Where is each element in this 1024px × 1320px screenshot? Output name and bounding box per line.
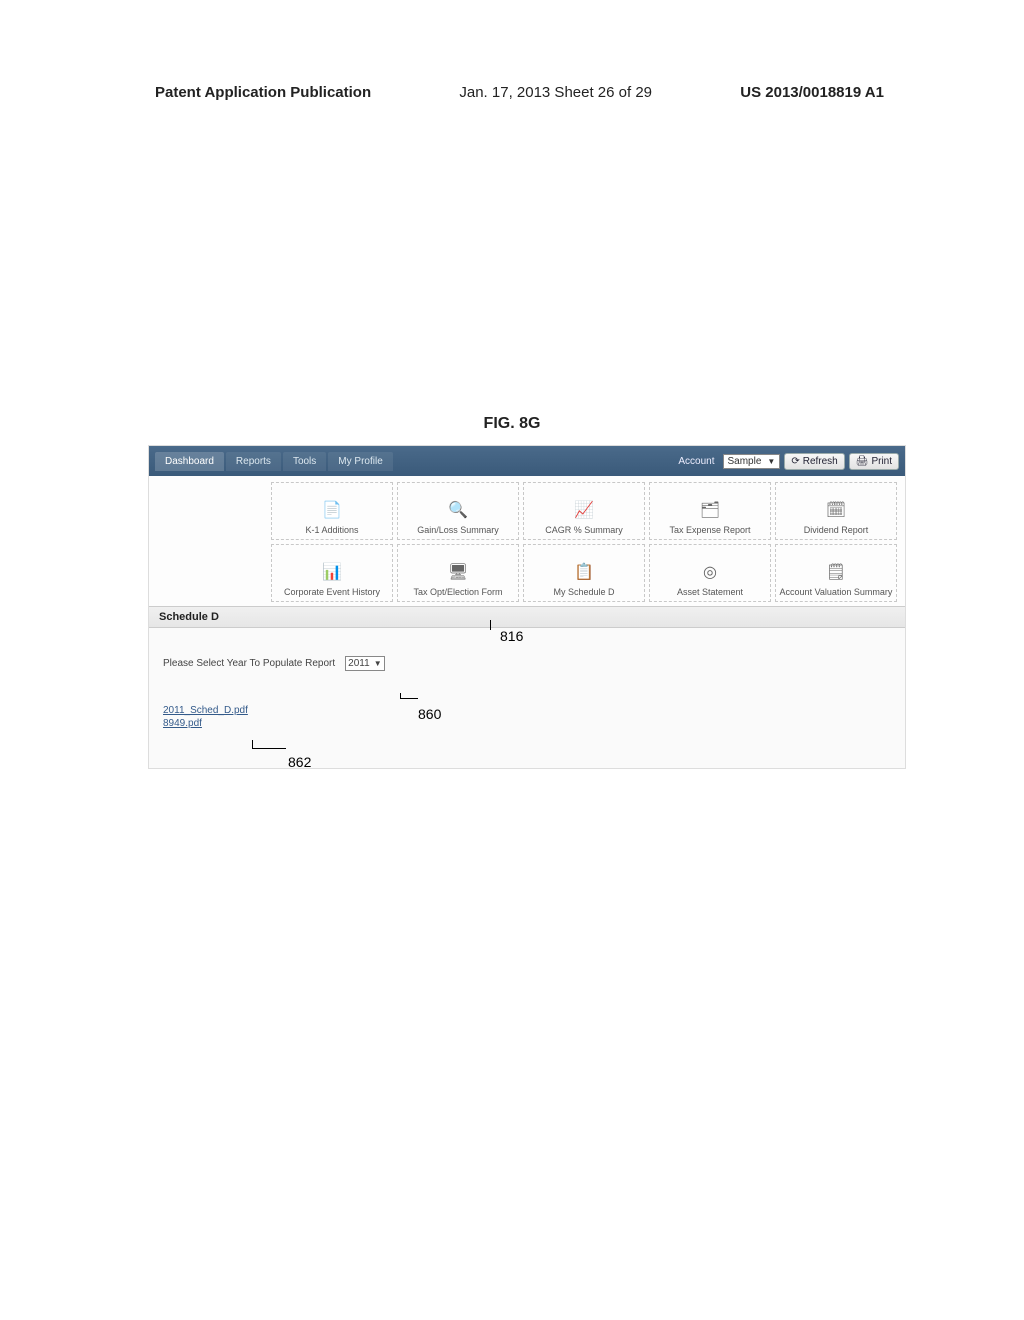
- tile-dividend-report[interactable]: 🗓 Dividend Report: [775, 482, 897, 540]
- account-select[interactable]: Sample ▼: [723, 454, 781, 469]
- tile-label: K-1 Additions: [305, 525, 358, 535]
- pub-label: Patent Application Publication: [155, 84, 371, 101]
- schedule-d-panel: Please Select Year To Populate Report 20…: [149, 628, 905, 768]
- callout-line: [400, 698, 418, 699]
- generated-file-links: 2011_Sched_D.pdf 8949.pdf: [163, 705, 891, 730]
- date-sheet: Jan. 17, 2013 Sheet 26 of 29: [459, 84, 652, 101]
- tile-corporate-event[interactable]: 📊 Corporate Event History: [271, 544, 393, 602]
- refresh-button[interactable]: ⟳ Refresh: [784, 453, 844, 470]
- file-link-sched-d[interactable]: 2011_Sched_D.pdf: [163, 705, 891, 718]
- chart-icon: 📈: [571, 499, 597, 521]
- tile-label: My Schedule D: [553, 587, 614, 597]
- tab-tools[interactable]: Tools: [283, 452, 326, 471]
- file-link-8949[interactable]: 8949.pdf: [163, 718, 891, 731]
- refresh-button-label: Refresh: [803, 456, 838, 467]
- callout-line: [252, 748, 286, 749]
- tile-my-schedule-d[interactable]: 📋 My Schedule D: [523, 544, 645, 602]
- tile-label: Corporate Event History: [284, 587, 380, 597]
- tile-label: Dividend Report: [804, 525, 869, 535]
- folder-icon: 🗂: [697, 499, 723, 521]
- callout-860: 860: [418, 706, 441, 722]
- form-icon: 🖥: [445, 561, 471, 583]
- document-icon: 📄: [319, 499, 345, 521]
- callout-816: 816: [500, 628, 523, 644]
- tile-tax-expense[interactable]: 🗂 Tax Expense Report: [649, 482, 771, 540]
- app-window: Dashboard Reports Tools My Profile Accou…: [148, 445, 906, 769]
- grid-spacer: [157, 544, 267, 602]
- tile-label: Tax Opt/Election Form: [413, 587, 502, 597]
- bar-chart-icon: 📊: [319, 561, 345, 583]
- tile-gain-loss[interactable]: 🔍 Gain/Loss Summary: [397, 482, 519, 540]
- year-prompt-label: Please Select Year To Populate Report: [163, 658, 335, 669]
- tab-dashboard[interactable]: Dashboard: [155, 452, 224, 471]
- print-button[interactable]: 🖨 Print: [849, 453, 899, 470]
- tile-label: Account Valuation Summary: [780, 587, 893, 597]
- section-title: Schedule D: [159, 611, 219, 623]
- grid-spacer: [157, 482, 267, 540]
- list-icon: 🗒: [823, 561, 849, 583]
- tile-account-valuation[interactable]: 🗒 Account Valuation Summary: [775, 544, 897, 602]
- section-header: Schedule D: [149, 606, 905, 628]
- calendar-icon: 🗓: [823, 499, 849, 521]
- chevron-down-icon: ▼: [767, 457, 775, 466]
- refresh-icon: ⟳: [791, 456, 799, 467]
- tile-label: Asset Statement: [677, 587, 743, 597]
- callout-862: 862: [288, 754, 311, 770]
- print-button-label: Print: [871, 456, 892, 467]
- tile-label: Tax Expense Report: [669, 525, 750, 535]
- print-icon: 🖨: [856, 456, 869, 467]
- tile-asset-statement[interactable]: ◎ Asset Statement: [649, 544, 771, 602]
- tile-label: CAGR % Summary: [545, 525, 623, 535]
- account-select-value: Sample: [728, 456, 762, 467]
- statement-icon: ◎: [697, 561, 723, 583]
- tab-my-profile[interactable]: My Profile: [328, 452, 392, 471]
- nav-tabs: Dashboard Reports Tools My Profile: [155, 452, 678, 471]
- report-tile-grid: 📄 K-1 Additions 🔍 Gain/Loss Summary 📈 CA…: [149, 476, 905, 606]
- figure-label: FIG. 8G: [0, 415, 1024, 433]
- patent-page-header: Patent Application Publication Jan. 17, …: [0, 84, 1024, 101]
- tile-k1-additions[interactable]: 📄 K-1 Additions: [271, 482, 393, 540]
- account-label: Account: [678, 456, 714, 467]
- sheet-icon: 📋: [571, 561, 597, 583]
- tab-reports[interactable]: Reports: [226, 452, 281, 471]
- magnifier-icon: 🔍: [445, 499, 471, 521]
- tile-tax-opt-election[interactable]: 🖥 Tax Opt/Election Form: [397, 544, 519, 602]
- callout-line: [252, 740, 253, 749]
- pub-number: US 2013/0018819 A1: [740, 84, 884, 101]
- top-nav-bar: Dashboard Reports Tools My Profile Accou…: [149, 446, 905, 476]
- chevron-down-icon: ▼: [374, 659, 382, 668]
- tile-cagr-summary[interactable]: 📈 CAGR % Summary: [523, 482, 645, 540]
- year-select-value: 2011: [348, 658, 370, 669]
- tile-label: Gain/Loss Summary: [417, 525, 499, 535]
- year-select-row: Please Select Year To Populate Report 20…: [163, 656, 891, 671]
- callout-line: [400, 693, 401, 699]
- year-select[interactable]: 2011 ▼: [345, 656, 384, 671]
- callout-line: [490, 620, 491, 630]
- account-controls: Account Sample ▼ ⟳ Refresh 🖨 Print: [678, 453, 899, 470]
